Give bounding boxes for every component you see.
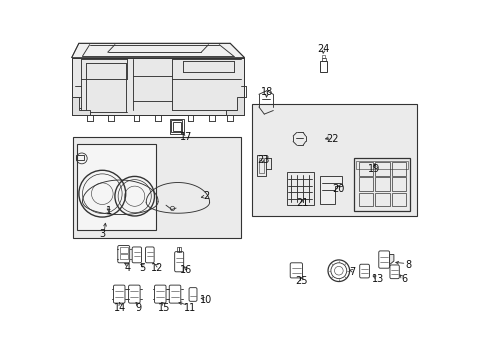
Bar [257,155,265,176]
Bar [354,158,409,211]
Text: 3: 3 [99,229,105,239]
Bar [355,161,407,169]
Bar [374,193,389,206]
Text: 21: 21 [295,198,307,208]
Polygon shape [72,97,89,115]
Bar [171,120,182,132]
Text: 24: 24 [317,44,329,54]
Bar [179,247,181,252]
Text: 22: 22 [326,134,338,144]
Text: 5: 5 [139,263,145,273]
Text: 11: 11 [183,303,196,313]
Text: 7: 7 [348,267,355,277]
Polygon shape [72,43,244,58]
Bar [374,177,389,191]
Polygon shape [226,97,244,115]
Polygon shape [72,58,244,115]
Bar [358,162,372,176]
Polygon shape [389,255,393,265]
Bar [177,247,179,252]
Bar [358,177,372,191]
Text: 6: 6 [401,274,407,284]
Bar [77,144,156,230]
Text: 23: 23 [257,155,269,165]
Text: 12: 12 [151,263,163,273]
Text: 19: 19 [367,164,380,174]
Bar [321,58,325,61]
Text: 13: 13 [371,274,383,284]
Text: 14: 14 [114,303,126,313]
Text: 20: 20 [332,184,345,194]
Bar [322,55,325,58]
Text: 10: 10 [200,294,212,305]
Text: 18: 18 [260,87,272,97]
Bar [374,162,389,176]
Text: 25: 25 [295,276,307,286]
Text: 15: 15 [158,303,170,313]
Bar [120,254,127,259]
Text: 8: 8 [405,260,410,270]
Text: 1: 1 [106,206,112,216]
Bar [391,177,406,191]
Text: 9: 9 [135,303,141,313]
Bar [320,61,326,72]
Bar [391,193,406,206]
Bar [391,162,406,176]
Bar [251,104,416,216]
Polygon shape [320,176,341,204]
Text: 16: 16 [180,265,192,275]
Bar [358,193,372,206]
Bar [120,247,127,253]
Text: 2: 2 [203,191,209,201]
Bar [73,137,241,238]
Bar [76,155,83,160]
Bar [170,119,183,134]
Bar [258,158,264,173]
Text: 4: 4 [124,263,130,273]
Text: 17: 17 [180,132,192,142]
Bar [172,122,181,131]
Bar [286,172,313,205]
